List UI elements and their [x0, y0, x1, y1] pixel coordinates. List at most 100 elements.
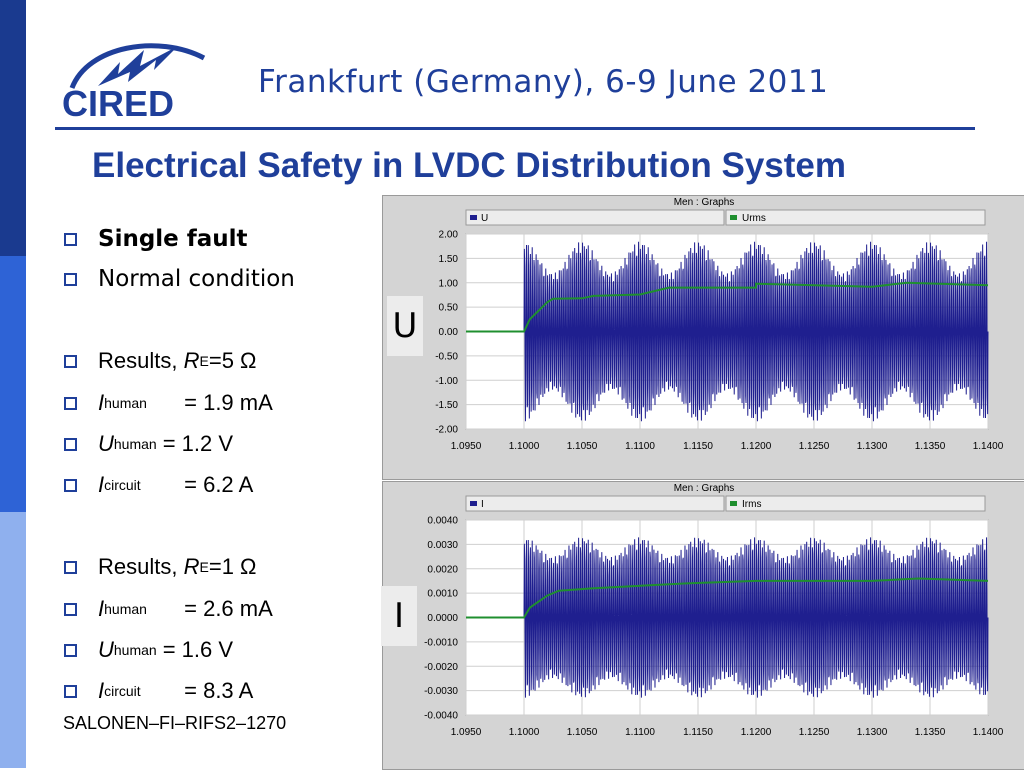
legend-box — [465, 495, 725, 512]
bullet-square-icon — [64, 437, 77, 451]
sidebar-band-light — [0, 512, 26, 768]
bullet-sub: E — [199, 353, 209, 369]
bullet-label: Results, — [98, 554, 178, 579]
y-tick-label: 0.0010 — [427, 589, 458, 600]
x-tick-label: 1.1150 — [683, 727, 713, 738]
bullet-value: =5 Ω — [208, 348, 257, 373]
bullet-sub: human — [104, 395, 147, 411]
chart-u: U Urms 2.00 1.50 1.00 0.50 0.00 -0.50 -1.00 -1.50… — [435, 209, 1004, 452]
bullet-square-icon — [64, 478, 77, 492]
bullet-var: U — [98, 431, 114, 456]
y-tick-label: -0.0020 — [424, 662, 458, 673]
x-tick-label: 1.0950 — [451, 441, 482, 452]
y-tick-label: -0.0030 — [424, 686, 458, 697]
bullet-value: = 2.6 mA — [184, 596, 273, 621]
y-tick-label: 0.0020 — [427, 564, 458, 575]
y-tick-label: 1.50 — [439, 254, 459, 265]
series-u-line — [466, 241, 989, 422]
x-tick-label: 1.1050 — [567, 727, 598, 738]
legend-label: I — [481, 499, 484, 510]
x-tick-label: 1.1000 — [509, 441, 540, 452]
x-tick-label: 1.0950 — [451, 727, 482, 738]
page-title: Electrical Safety in LVDC Distribution S… — [92, 146, 846, 185]
x-tick-label: 1.1100 — [625, 441, 655, 452]
bullet-square-icon — [64, 232, 77, 246]
panel-title: Men : Graphs — [673, 483, 735, 494]
x-tick-label: 1.1000 — [509, 727, 540, 738]
x-tick-label: 1.1050 — [567, 441, 598, 452]
bullet-value: =1 Ω — [208, 554, 257, 579]
bullet-text: Single fault — [98, 226, 248, 252]
sidebar-band-mid — [0, 256, 26, 512]
bullet-sub: human — [104, 601, 147, 617]
bullet-item: Results, R E =1 Ω — [64, 554, 257, 580]
y-tick-label: -2.00 — [435, 425, 458, 436]
series-urms-line — [466, 281, 989, 333]
bullet-label: Results, — [98, 348, 178, 373]
bullet-square-icon — [64, 643, 77, 657]
side-label-i: I — [381, 586, 417, 646]
bullet-var: I — [98, 678, 105, 703]
bullet-sub: circuit — [104, 477, 141, 493]
legend-swatch — [730, 501, 737, 506]
bullet-item: Normal condition — [64, 266, 295, 292]
panel-title: Men : Graphs — [673, 197, 735, 208]
legend-box — [465, 209, 725, 226]
legend-swatch — [470, 501, 477, 506]
x-tick-label: 1.1350 — [915, 441, 946, 452]
y-tick-label: 0.00 — [439, 327, 459, 338]
bullet-square-icon — [64, 354, 77, 368]
bullet-sub: human — [113, 436, 157, 452]
bullet-square-icon — [64, 602, 77, 616]
y-tick-label: 2.00 — [439, 230, 459, 241]
conference-line: Frankfurt (Germany), 6-9 June 2011 — [258, 64, 829, 100]
bullet-var: R — [183, 348, 200, 373]
y-tick-label: 0.50 — [439, 303, 459, 314]
x-tick-label: 1.1200 — [741, 727, 772, 738]
y-tick-label: -0.0010 — [424, 637, 458, 648]
x-tick-label: 1.1150 — [683, 441, 713, 452]
y-tick-label: -1.50 — [435, 400, 458, 411]
legend-label: Urms — [742, 213, 766, 224]
bullet-sub: human — [113, 642, 157, 658]
series-irms-line — [466, 577, 989, 619]
legend-box — [725, 495, 986, 512]
bullet-square-icon — [64, 396, 77, 410]
bullet-item: Results, R E =5 Ω — [64, 348, 257, 374]
x-tick-label: 1.1100 — [625, 727, 655, 738]
legend-swatch — [730, 215, 737, 220]
y-tick-label: 0.0040 — [427, 516, 458, 527]
svg-text:CIRED: CIRED — [62, 83, 174, 122]
y-tick-label: 0.0030 — [427, 540, 458, 551]
y-tick-label: 0.0000 — [427, 613, 458, 624]
sidebar-band — [0, 0, 26, 768]
bullet-item: Single fault — [64, 226, 248, 252]
cired-logo: CIRED — [62, 43, 206, 122]
bullet-value: = 1.2 V — [162, 431, 234, 456]
y-tick-label: -1.00 — [435, 376, 458, 387]
bullet-var: I — [98, 390, 105, 415]
y-tick-label: -0.50 — [435, 351, 458, 362]
x-tick-label: 1.1250 — [799, 727, 830, 738]
bullet-text: Normal condition — [98, 266, 295, 292]
chart-i: I Irms 0.0040 0.0030 0.0020 0.0010 0.0000 -0.00… — [424, 495, 1004, 738]
legend-swatch — [470, 215, 477, 220]
bullet-var: I — [98, 472, 105, 497]
x-tick-label: 1.1400 — [973, 441, 1004, 452]
bullet-value: = 8.3 A — [184, 678, 254, 703]
side-label-u: U — [387, 296, 423, 356]
bullet-value: = 1.9 mA — [184, 390, 273, 415]
x-tick-label: 1.1250 — [799, 441, 830, 452]
bullet-sub: circuit — [104, 683, 141, 699]
bullet-value: = 6.2 A — [184, 472, 254, 497]
graph-panel-i: Men : Graphs I Irms 0.0040 0.0030 0.0020 0.00… — [382, 481, 1024, 770]
bullet-var: U — [98, 637, 114, 662]
bullet-square-icon — [64, 684, 77, 698]
y-tick-label: 1.00 — [439, 278, 459, 289]
x-tick-label: 1.1300 — [857, 727, 888, 738]
bullet-var: I — [98, 596, 105, 621]
